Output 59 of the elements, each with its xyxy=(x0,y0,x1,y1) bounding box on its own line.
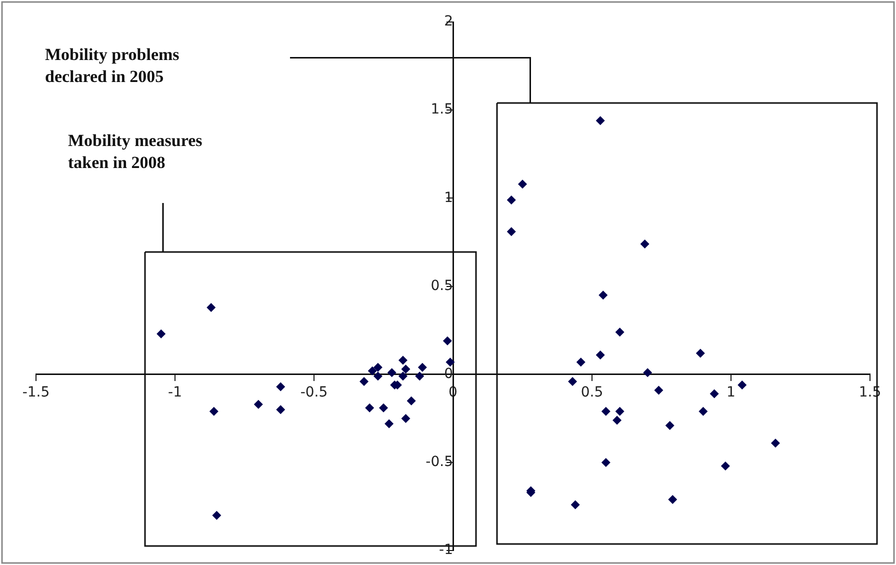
point xyxy=(738,380,747,390)
point xyxy=(665,421,674,430)
x-tick-label: -1.5 xyxy=(22,384,50,400)
point xyxy=(401,364,410,374)
point xyxy=(615,406,624,416)
point xyxy=(276,382,286,392)
annotation: Mobility problems declared in 2005 xyxy=(45,44,180,88)
x-tick-label: 1 xyxy=(726,384,736,400)
point xyxy=(601,406,610,416)
point xyxy=(365,403,374,412)
point xyxy=(643,368,652,378)
x-tick-label: -1 xyxy=(168,384,182,400)
point xyxy=(710,389,719,398)
point xyxy=(384,419,394,428)
point xyxy=(360,376,369,386)
point xyxy=(209,406,218,416)
point xyxy=(442,336,452,346)
point xyxy=(276,405,286,414)
point xyxy=(612,416,622,425)
point xyxy=(387,368,396,378)
point xyxy=(406,396,416,406)
point xyxy=(446,358,455,367)
point xyxy=(506,227,516,236)
point xyxy=(398,356,408,365)
point xyxy=(212,510,222,520)
point xyxy=(640,240,650,249)
point xyxy=(506,195,516,204)
point xyxy=(668,495,678,504)
point xyxy=(379,403,388,412)
point xyxy=(596,116,605,126)
y-tick-label: 1.5 xyxy=(430,102,453,118)
point xyxy=(601,458,610,467)
point xyxy=(368,366,377,376)
x-tick-label: 0.5 xyxy=(580,384,604,400)
point xyxy=(696,348,705,358)
point xyxy=(576,358,586,367)
point xyxy=(570,500,580,510)
point xyxy=(518,180,527,189)
point xyxy=(401,414,410,423)
point xyxy=(720,462,730,471)
point xyxy=(418,362,427,372)
point xyxy=(373,362,382,372)
point xyxy=(596,350,605,360)
y-tick-label: 0.5 xyxy=(430,278,453,294)
point xyxy=(415,372,424,381)
point xyxy=(398,372,408,381)
point xyxy=(654,386,664,395)
point xyxy=(698,406,708,416)
point xyxy=(373,372,382,381)
point xyxy=(206,302,216,312)
annotation: Mobility measures taken in 2008 xyxy=(68,130,204,174)
y-tick-label: -0.5 xyxy=(426,454,453,470)
point xyxy=(615,328,624,337)
point xyxy=(254,400,263,409)
point xyxy=(156,329,166,338)
point xyxy=(598,290,608,300)
point xyxy=(568,376,578,386)
point xyxy=(770,438,780,448)
x-tick-label: -0.5 xyxy=(300,384,328,400)
